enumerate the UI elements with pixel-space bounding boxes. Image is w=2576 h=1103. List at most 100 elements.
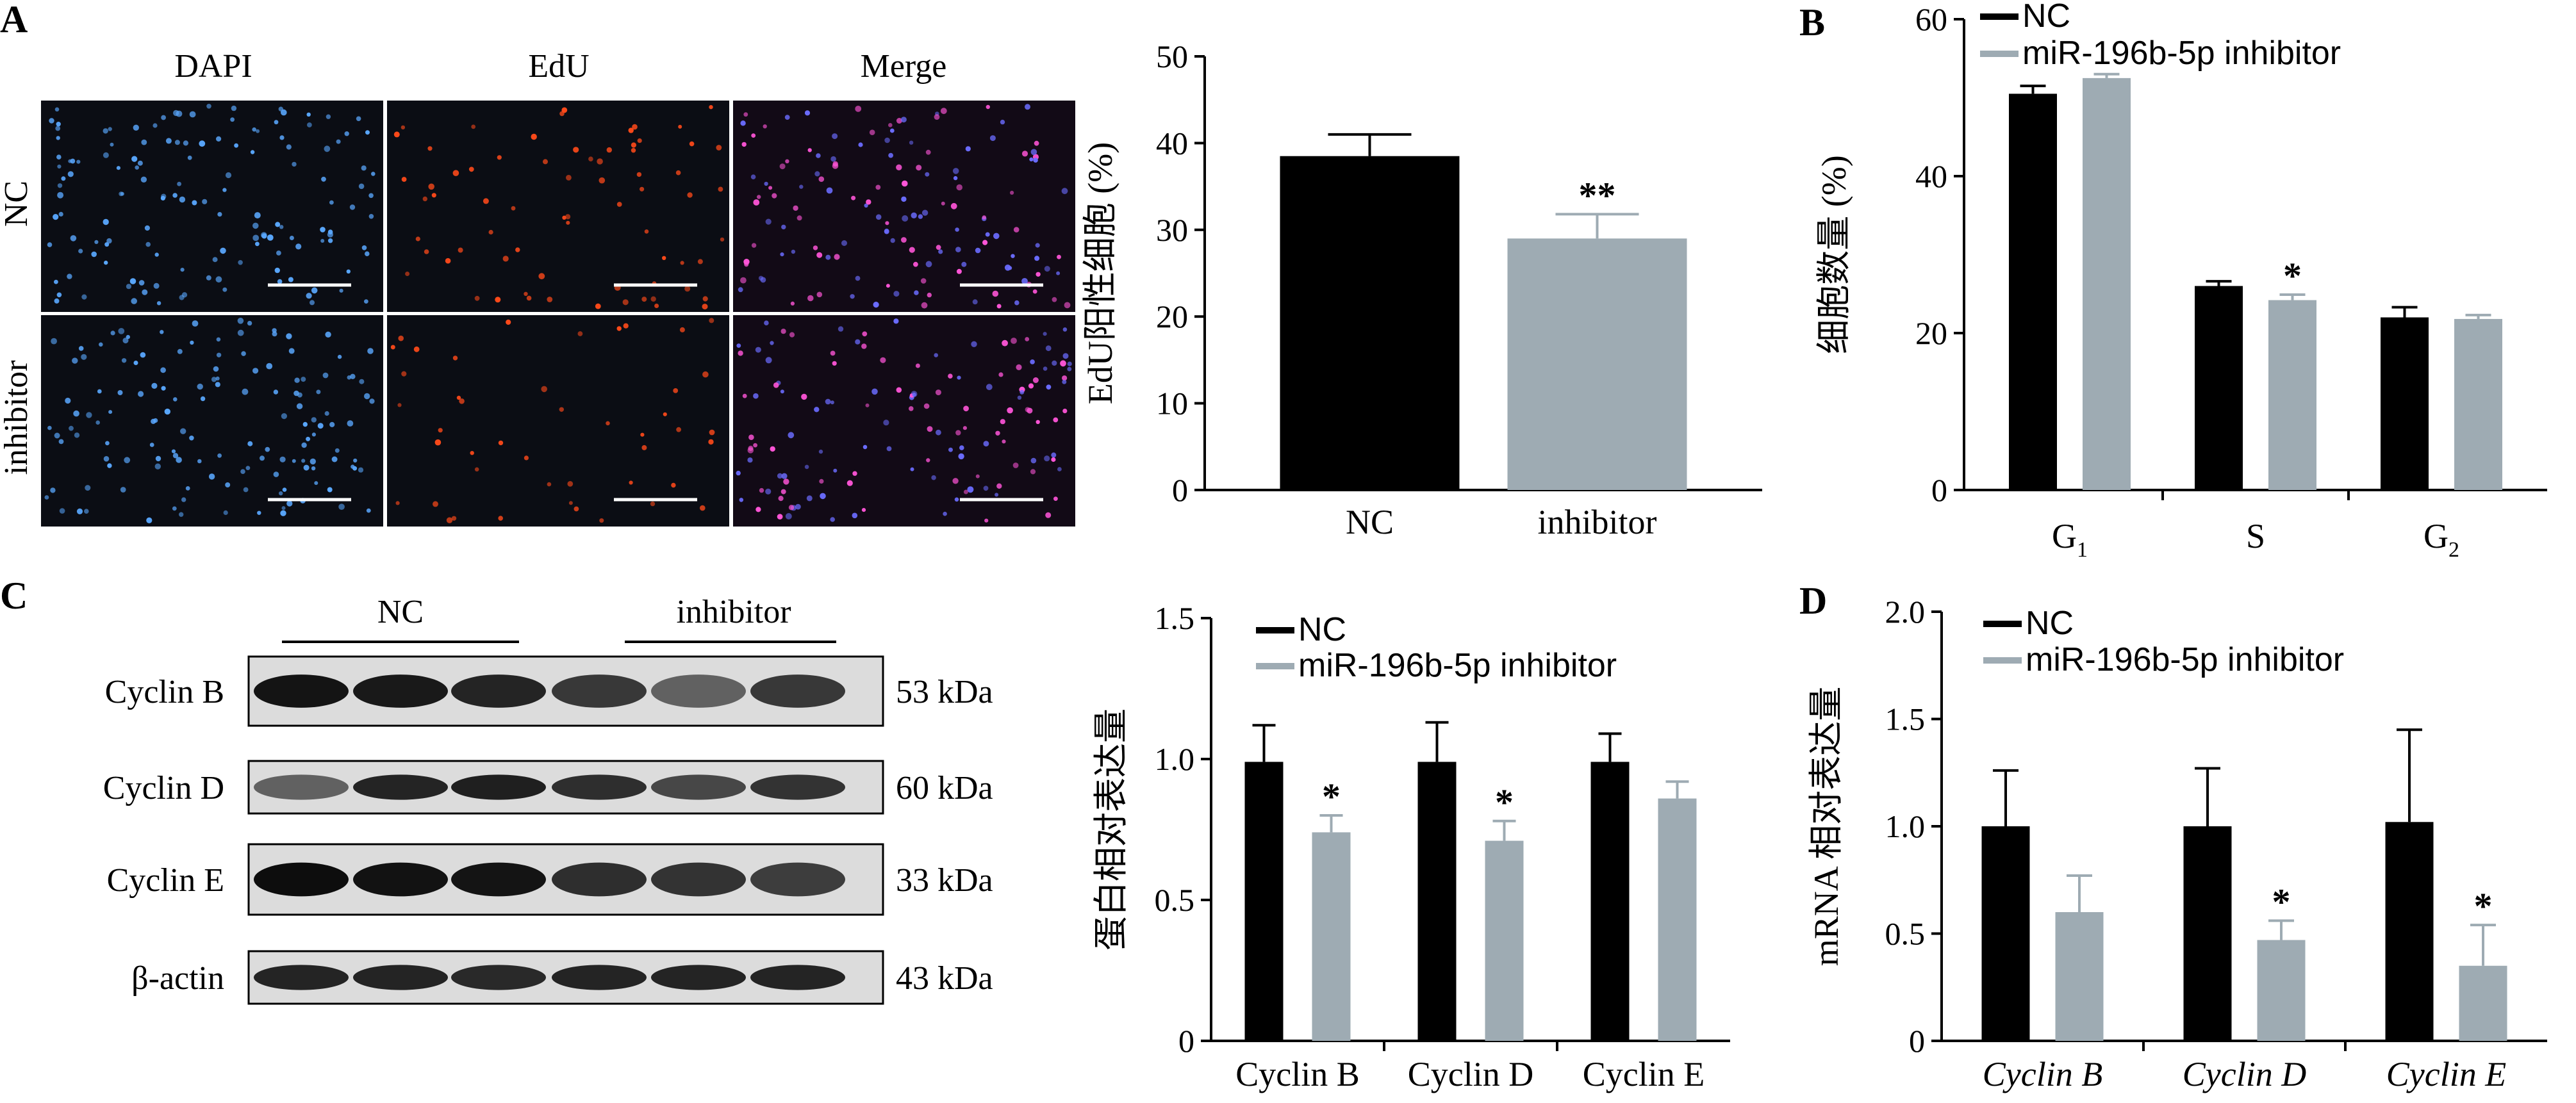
y-tick-label: 1.0 xyxy=(1885,808,1926,844)
cell-nucleus xyxy=(806,495,813,502)
cell-nucleus xyxy=(185,486,190,491)
cell-nucleus xyxy=(208,473,215,480)
cell-nucleus xyxy=(458,247,463,253)
x-tick-label-base: G xyxy=(2423,517,2448,555)
cell-nucleus xyxy=(327,238,333,243)
cell-nucleus xyxy=(780,489,786,494)
cell-nucleus xyxy=(780,329,786,334)
cell-nucleus xyxy=(50,487,56,493)
cell-nucleus xyxy=(818,176,825,183)
cell-nucleus xyxy=(266,363,273,370)
cell-nucleus xyxy=(368,214,374,219)
bar xyxy=(1417,762,1457,1041)
cell-nucleus xyxy=(654,304,659,308)
cell-nucleus xyxy=(702,296,708,302)
cell-nucleus xyxy=(799,184,804,189)
cell-nucleus xyxy=(896,387,902,393)
cell-nucleus xyxy=(869,129,875,135)
cell-nucleus xyxy=(51,338,57,345)
cell-nucleus xyxy=(948,373,953,379)
x-tick-label: S xyxy=(2246,517,2265,555)
bar xyxy=(2381,317,2429,490)
cell-nucleus xyxy=(69,425,74,431)
cell-nucleus xyxy=(126,334,130,339)
cell-nucleus xyxy=(663,412,667,416)
cell-nucleus xyxy=(173,110,179,117)
cell-nucleus xyxy=(983,441,989,446)
cell-nucleus xyxy=(816,291,823,298)
blot-band xyxy=(552,862,647,897)
cell-nucleus xyxy=(526,295,532,301)
cell-nucleus xyxy=(640,186,645,192)
cell-nucleus xyxy=(470,451,474,455)
blot-band xyxy=(651,862,746,897)
cell-nucleus xyxy=(768,186,773,190)
cell-nucleus xyxy=(541,386,547,393)
blot-band xyxy=(353,774,448,800)
cell-nucleus xyxy=(913,261,918,267)
cell-nucleus xyxy=(161,386,166,391)
micrograph-background xyxy=(387,101,729,312)
cell-nucleus xyxy=(753,393,759,399)
cell-nucleus xyxy=(54,298,60,304)
panel-a-letter: A xyxy=(0,0,28,40)
cell-nucleus xyxy=(1027,407,1033,414)
cell-nucleus xyxy=(172,193,178,198)
cell-nucleus xyxy=(797,215,802,221)
cell-nucleus xyxy=(1033,158,1038,163)
cell-nucleus xyxy=(573,147,579,153)
cell-nucleus xyxy=(306,293,312,299)
cell-nucleus xyxy=(1030,359,1035,364)
cell-nucleus xyxy=(95,420,100,425)
cell-nucleus xyxy=(1002,339,1008,347)
cell-nucleus xyxy=(622,299,629,306)
cell-nucleus xyxy=(1056,271,1061,275)
cell-nucleus xyxy=(133,361,138,365)
cell-nucleus xyxy=(47,425,52,430)
cell-nucleus xyxy=(700,505,706,511)
cell-nucleus xyxy=(310,458,316,465)
cell-nucleus xyxy=(140,352,146,358)
blot-band xyxy=(651,674,746,708)
y-tick-label: 0 xyxy=(1178,1023,1194,1059)
cell-nucleus xyxy=(187,155,192,160)
cell-nucleus xyxy=(222,287,227,292)
cell-nucleus xyxy=(755,507,761,512)
cell-nucleus xyxy=(772,193,777,199)
cell-nucleus xyxy=(225,482,231,487)
cell-nucleus xyxy=(781,224,786,230)
cell-nucleus xyxy=(122,338,129,344)
cell-nucleus xyxy=(400,125,406,130)
bar xyxy=(2195,286,2243,490)
cell-nucleus xyxy=(901,196,907,202)
cell-nucleus xyxy=(506,319,511,325)
cell-nucleus xyxy=(260,455,265,461)
cell-nucleus xyxy=(179,295,185,300)
cell-nucleus xyxy=(57,183,63,188)
cell-nucleus xyxy=(680,261,684,265)
cell-nucleus xyxy=(1011,254,1015,258)
cell-nucleus xyxy=(321,176,326,182)
cell-nucleus xyxy=(830,517,835,522)
cell-nucleus xyxy=(918,214,923,219)
cell-nucleus xyxy=(736,470,741,476)
panel-a: A DAPI EdU Merge NC inhibitor xyxy=(0,0,1077,527)
cell-nucleus xyxy=(777,473,783,479)
y-tick-label: 2.0 xyxy=(1885,594,1926,630)
blot-band xyxy=(552,674,647,708)
bar xyxy=(1590,762,1630,1041)
cell-nucleus xyxy=(850,294,855,299)
cell-nucleus xyxy=(1017,395,1022,400)
cell-nucleus xyxy=(938,249,943,254)
cell-nucleus xyxy=(975,474,980,478)
cell-nucleus xyxy=(885,221,889,225)
cell-nucleus xyxy=(819,478,824,484)
cell-nucleus xyxy=(103,218,109,225)
cell-nucleus xyxy=(861,508,866,512)
cell-nucleus xyxy=(97,389,102,394)
cell-nucleus xyxy=(759,487,764,493)
cell-nucleus xyxy=(1036,272,1041,277)
cell-nucleus xyxy=(118,328,125,334)
cell-nucleus xyxy=(834,254,840,260)
